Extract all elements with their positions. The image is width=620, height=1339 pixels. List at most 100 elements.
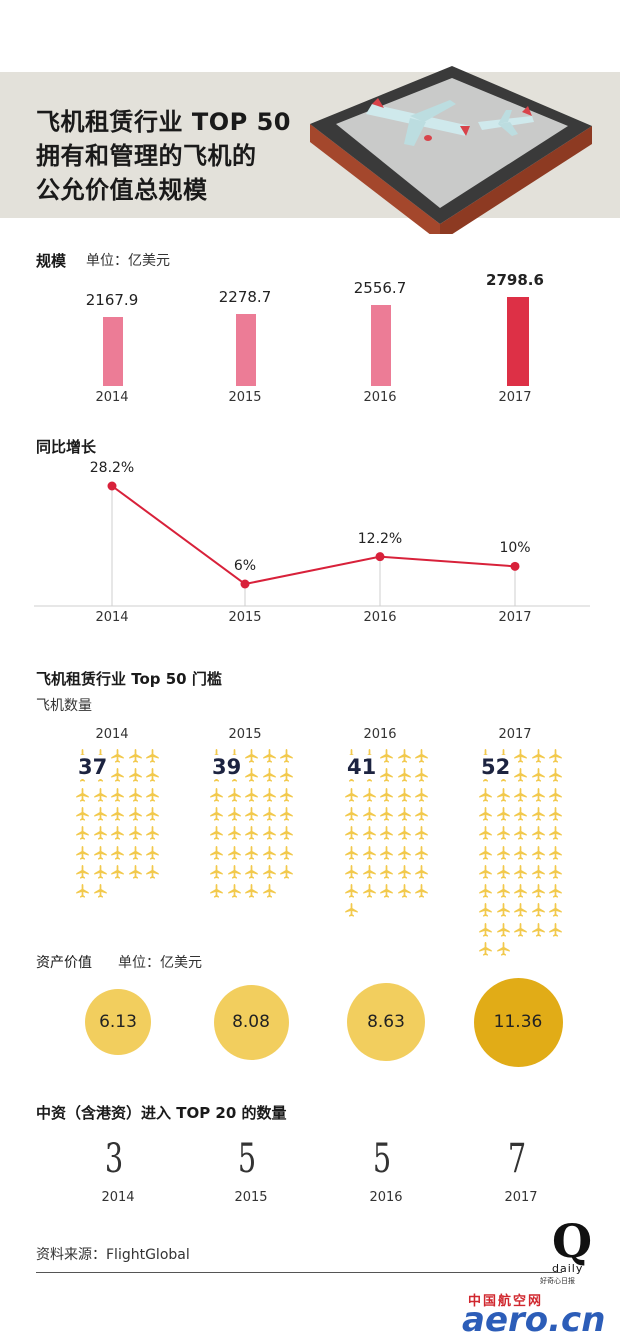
plane-count-label-2017: 52 (478, 755, 514, 779)
airplane-icon (548, 883, 563, 898)
china-year-label-2014: 2014 (101, 1190, 135, 1205)
airplane-icon (397, 806, 412, 821)
china-section-title: 中资（含港资）进入 TOP 20 的数量 (36, 1104, 287, 1122)
airplane-icon (75, 806, 90, 821)
airplane-icon (262, 864, 277, 879)
airplane-icon (414, 825, 429, 840)
airplane-icon (93, 787, 108, 802)
airplane-icon (496, 941, 511, 956)
growth-line-chart (34, 481, 590, 607)
airplane-icon (496, 922, 511, 937)
airplane-icon (362, 806, 377, 821)
airplane-icon (548, 806, 563, 821)
airplane-icon (478, 902, 493, 918)
airplane-icon (128, 806, 143, 821)
airplane-icon (110, 864, 125, 879)
qdaily-logo-word: daily (552, 1262, 584, 1275)
airplane-icon (75, 787, 90, 802)
airplane-icon (244, 748, 259, 763)
asset-section-title: 资产价值 (36, 955, 92, 971)
qdaily-logo-letter: Q (552, 1214, 593, 1268)
site-name-en: aero.cn (462, 1300, 606, 1339)
airplane-icon (531, 787, 546, 802)
airplane-icon (379, 806, 394, 821)
airplane-icon (513, 767, 528, 782)
airplane-icon (513, 825, 528, 840)
plane-year-label-2017: 2017 (498, 727, 532, 742)
airplane-icon (379, 748, 394, 763)
airplane-icon (145, 748, 160, 763)
bar-value-label-2016: 2556.7 (353, 279, 407, 297)
airplane-icon (93, 864, 108, 879)
growth-value-label-2015: 6% (233, 558, 257, 574)
airplane-icon (227, 845, 242, 860)
growth-point-2014 (107, 481, 117, 491)
source-divider (36, 1272, 562, 1273)
airplane-icon (397, 787, 412, 802)
airplane-icon (279, 748, 294, 763)
airplane-icon (262, 825, 277, 840)
airplane-icon (279, 864, 294, 879)
bar-2017 (507, 297, 529, 386)
airplane-icon (128, 787, 143, 802)
airplane-icon (93, 806, 108, 821)
airplane-icon (531, 767, 546, 782)
airplane-icon (531, 922, 546, 937)
airplane-icon (548, 922, 563, 937)
airplane-icon (531, 825, 546, 840)
airplane-icon (344, 845, 359, 860)
airplane-icon (145, 787, 160, 802)
asset-circle-2014: 6.13 (85, 989, 151, 1055)
airplane-icon (244, 883, 259, 898)
airplane-icon (145, 825, 160, 840)
growth-point-2017 (510, 561, 520, 571)
airplane-icon (496, 787, 511, 802)
airplane-icon (227, 883, 242, 898)
airplane-icon (513, 883, 528, 898)
bar-2014 (103, 317, 123, 386)
airplane-icon (244, 806, 259, 821)
airplane-icon (478, 825, 493, 840)
airplane-icon (397, 748, 412, 763)
airplane-icon (110, 845, 125, 860)
scale-section-title: 规模 (36, 252, 67, 270)
bar-value-label-2014: 2167.9 (85, 291, 139, 309)
threshold-subtitle: 飞机数量 (36, 698, 92, 714)
airplane-icon (397, 767, 412, 782)
airplane-icon (279, 845, 294, 860)
airplane-icon (397, 864, 412, 879)
airplane-icon (110, 825, 125, 840)
airplane-icon (496, 845, 511, 860)
airplane-icon (145, 845, 160, 860)
airplane-icon (279, 806, 294, 821)
airplane-icon (414, 845, 429, 860)
airplane-icon (513, 864, 528, 879)
bar-year-label-2016: 2016 (363, 390, 397, 405)
bar-year-label-2017: 2017 (498, 390, 532, 405)
airplane-icon (209, 864, 224, 879)
airplane-icon (362, 883, 377, 898)
airplane-icon (548, 787, 563, 802)
asset-value-label-2016: 8.63 (367, 1012, 405, 1032)
airplane-icon (496, 883, 511, 898)
plane-count-label-2014: 37 (75, 755, 111, 779)
airplane-icon (145, 767, 160, 782)
airplane-icon (531, 845, 546, 860)
airplane-icon (513, 806, 528, 821)
airplane-icon (362, 825, 377, 840)
asset-value-label-2017: 11.36 (493, 1012, 543, 1032)
airplane-icon (110, 806, 125, 821)
airplane-icon (93, 845, 108, 860)
airplane-icon (110, 767, 125, 782)
airplane-icon (478, 883, 493, 898)
china-count-2017: 7 (507, 1136, 527, 1182)
airplane-icon (478, 941, 493, 956)
airplane-icon (244, 864, 259, 879)
airplane-icon (478, 922, 493, 937)
airplane-icon (209, 825, 224, 840)
airplane-icon (262, 748, 277, 763)
airplane-icon (531, 748, 546, 763)
source-note: 资料来源：FlightGlobal (36, 1247, 190, 1263)
header-title-line-1: 飞机租赁行业 TOP 50 (36, 108, 291, 136)
airplane-icon (379, 845, 394, 860)
